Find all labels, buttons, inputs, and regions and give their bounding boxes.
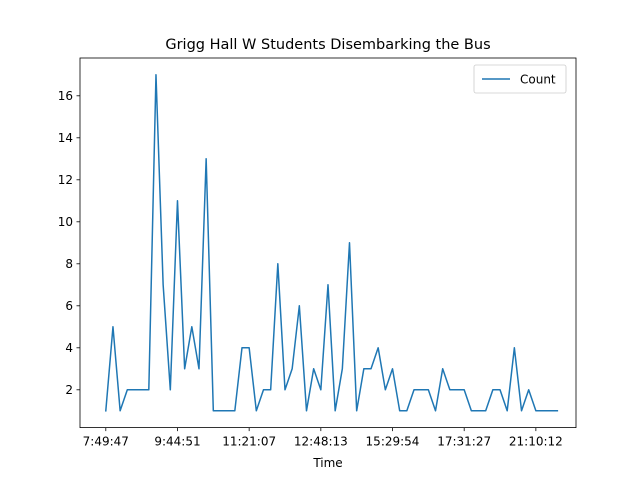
y-tick-label: 4 xyxy=(65,341,73,355)
y-tick-label: 16 xyxy=(58,89,73,103)
y-tick-label: 2 xyxy=(65,383,73,397)
x-tick-label: 17:31:27 xyxy=(437,435,491,449)
plot-frame xyxy=(79,57,577,429)
x-tick-label: 9:44:51 xyxy=(154,435,200,449)
x-tick-label: 12:48:13 xyxy=(294,435,348,449)
plot-area: 2 4 6 8 10 12 14 16 7:49:47 9:44:51 11:21:07 12:48:… xyxy=(58,74,563,449)
legend-box xyxy=(473,64,567,94)
y-tick-label: 6 xyxy=(65,299,73,313)
x-axis-label: Time xyxy=(312,456,342,470)
y-tick-label: 10 xyxy=(58,215,73,229)
y-tick-label: 12 xyxy=(58,173,73,187)
legend-label: Count xyxy=(520,72,556,86)
series-line-count xyxy=(104,74,559,412)
y-tick-label: 14 xyxy=(58,131,73,145)
legend: Count xyxy=(473,64,567,94)
x-tick-label: 7:49:47 xyxy=(83,435,129,449)
chart-title: Grigg Hall W Students Disembarking the B… xyxy=(165,37,490,53)
x-tick-label: 15:29:54 xyxy=(366,435,420,449)
x-tick-label: 11:21:07 xyxy=(222,435,276,449)
y-tick-label: 8 xyxy=(65,257,73,271)
x-tick-label: 21:10:12 xyxy=(509,435,563,449)
